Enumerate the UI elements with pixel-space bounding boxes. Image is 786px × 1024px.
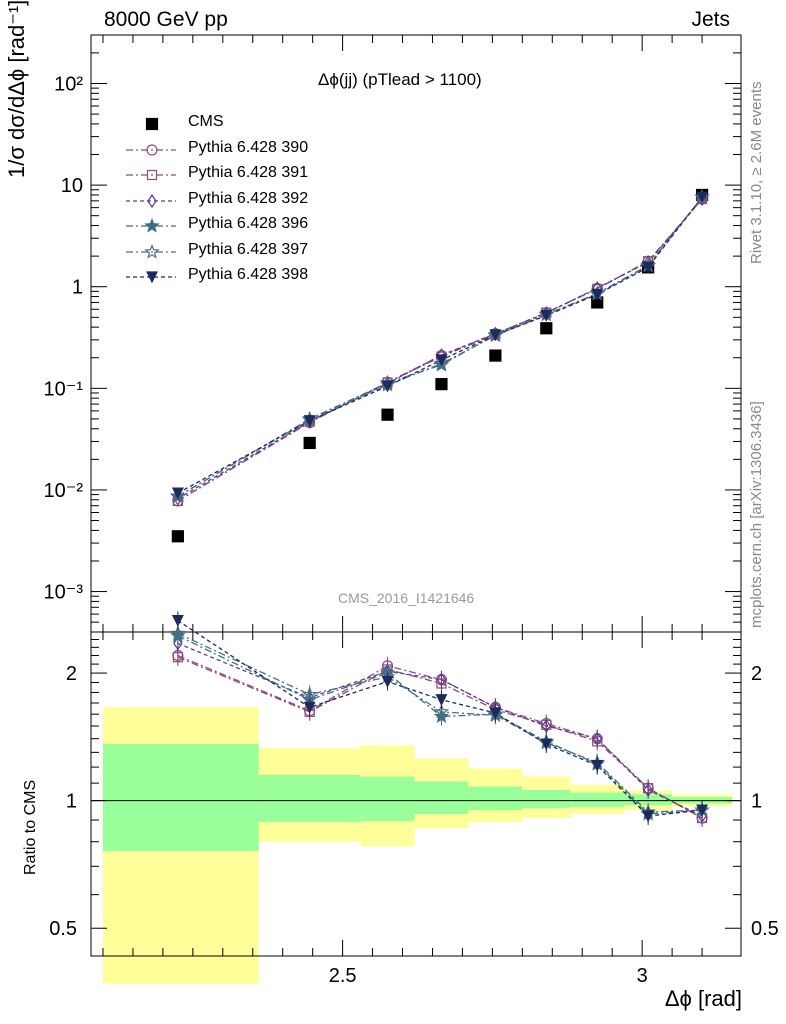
marker-diamond [592, 731, 602, 746]
marker-diamond [643, 782, 653, 798]
side-text-rivet: Rivet 3.1.10, ≥ 2.6M events [748, 81, 765, 265]
y-tick-label: 10⁻¹ [44, 378, 84, 400]
ratio-y-tick-label: 1 [751, 791, 762, 813]
marker-triangle-down [591, 288, 604, 301]
marker-triangle-down [171, 487, 184, 500]
y-tick-label: 10 [61, 175, 83, 197]
legend-swatch [126, 169, 176, 181]
marker-triangle-down [381, 380, 394, 393]
header-right: Jets [691, 8, 730, 31]
legend-swatch [126, 271, 176, 284]
band-stat [360, 776, 415, 822]
marker-triangle-down [303, 701, 316, 714]
y-tick-label: 10⁻² [44, 480, 84, 502]
marker-triangle-down [146, 271, 158, 284]
legend-label: Pythia 6.428 390 [188, 138, 309, 156]
band-stat [624, 794, 673, 806]
legend-label: Pythia 6.428 397 [188, 240, 309, 258]
marker-star [144, 217, 160, 233]
ratio-series-line [177, 632, 703, 813]
analysis-watermark: CMS_2016_I1421646 [338, 590, 475, 606]
tick-labels: 10⁻³ 10⁻² 10⁻¹ 1 10 10² 0.5 0.5 1 1 2 2 2.5 3 [44, 73, 779, 987]
ratio-frame [90, 631, 742, 957]
marker-triangle-down [696, 804, 709, 817]
legend-swatch [126, 143, 176, 156]
ratio-y-tick-label: 0.5 [751, 918, 779, 940]
band-stat [414, 781, 469, 815]
ratio-y-tick-label: 1 [66, 791, 77, 813]
series-markers [170, 188, 710, 828]
marker-triangle-down [489, 707, 502, 720]
marker-square [540, 322, 553, 335]
marker-triangle-down [591, 759, 604, 772]
band-stat [570, 792, 625, 808]
marker-triangle-down [435, 354, 448, 367]
marker-triangle-down [435, 694, 448, 707]
marker-triangle-down [696, 191, 709, 204]
ratio-y-tick-label: 2 [751, 663, 762, 685]
marker-square [435, 378, 448, 391]
legend-label: CMS [188, 113, 224, 130]
y-tick-label: 10⁻³ [44, 582, 84, 604]
y-axis-label-main: 1/σ dσ/dΔϕ [rad⁻¹] [4, 0, 29, 178]
marker-triangle-down [171, 614, 184, 627]
legend-swatch [145, 117, 159, 131]
band-stat [468, 786, 523, 811]
marker-circle [146, 143, 158, 156]
legend-swatch [126, 243, 176, 259]
header-left: 8000 GeV pp [104, 8, 228, 31]
marker-diamond [173, 636, 183, 651]
marker-square [489, 349, 502, 362]
legend-label: Pythia 6.428 398 [188, 266, 309, 283]
band-stat [102, 744, 259, 852]
marker-star-open [301, 686, 318, 702]
marker-square [303, 436, 316, 450]
marker-square [381, 408, 394, 421]
marker-triangle-down [540, 309, 553, 322]
y-tick-label: 10² [54, 73, 83, 95]
marker-triangle-down [381, 675, 394, 688]
marker-triangle-down [489, 329, 502, 342]
series-line [177, 196, 703, 494]
y-tick-label: 1 [72, 277, 83, 299]
legend-label: Pythia 6.428 392 [188, 189, 309, 207]
marker-square [145, 117, 159, 131]
marker-square [171, 530, 184, 543]
x-tick-label: 3 [637, 965, 648, 987]
axes-frame [90, 34, 742, 957]
marker-star-open [144, 243, 160, 259]
marker-diamond [541, 718, 552, 734]
band-stat [522, 789, 571, 809]
marker-diamond [436, 672, 447, 687]
ratio-uncertainty-bands [102, 707, 733, 984]
legend-label: Pythia 6.428 396 [188, 215, 309, 232]
marker-star-open [433, 703, 450, 719]
marker-triangle-down [642, 810, 655, 823]
marker-diamond [147, 193, 157, 208]
ratio-y-tick-label: 2 [66, 663, 77, 685]
marker-star-open [433, 355, 450, 371]
marker-triangle-down [540, 738, 553, 751]
legend-label: Pythia 6.428 391 [188, 164, 309, 181]
band-stat [258, 774, 361, 823]
side-text-source: mcplots.cern.ch [arXiv:1306.3436] [748, 401, 765, 628]
legend-swatch [126, 193, 176, 208]
ratio-series-line [177, 635, 703, 815]
plot-title: Δϕ(jj) (pTlead > 1100) [318, 70, 482, 89]
x-tick-label: 2.5 [329, 965, 357, 987]
marker-triangle-down [642, 261, 655, 274]
marker-triangle-down [303, 415, 316, 428]
marker-square-open [172, 652, 183, 663]
marker-square-open [146, 169, 158, 181]
legend-swatch [126, 217, 176, 233]
x-axis-label: Δϕ [rad] [664, 986, 742, 1011]
marker-star-open [170, 625, 186, 641]
y-axis-label-ratio: Ratio to CMS [22, 779, 39, 875]
ratio-y-tick-label: 0.5 [49, 918, 77, 940]
